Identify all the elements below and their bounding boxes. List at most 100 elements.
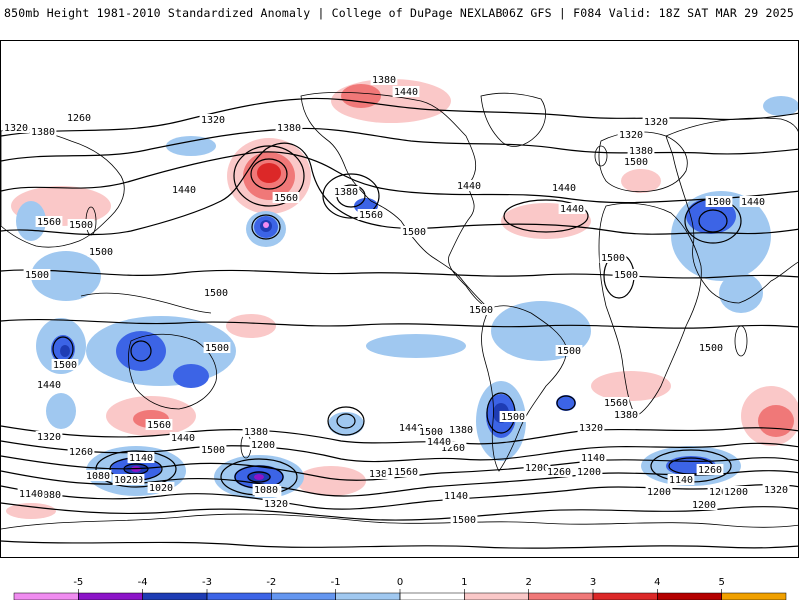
colorbar-segment	[271, 592, 336, 601]
contour-label: 1440	[457, 181, 481, 192]
colorbar-segment	[592, 592, 658, 601]
contour-label: 1560	[604, 398, 628, 409]
colorbar-segments	[13, 592, 787, 601]
contour-label-bg	[2, 122, 30, 133]
contour-label: 1500	[699, 343, 723, 354]
contour-label-bg	[35, 379, 63, 390]
contour-line	[1, 455, 798, 481]
coastline-greenland	[480, 92, 546, 147]
coastline-antarctica	[1, 513, 798, 530]
contour-label-bg	[367, 468, 395, 479]
contour-label-bg	[439, 442, 467, 453]
contour-labels: 1380 1440 1320 1380 1260 1320 1380 1320 1320 1380…	[2, 74, 790, 526]
contour-label-bg	[397, 422, 425, 433]
contour-line	[1, 97, 798, 137]
contour-label-bg	[87, 246, 115, 257]
anomaly-negative	[366, 334, 466, 358]
contour-closed	[556, 395, 576, 411]
contour-closed	[698, 209, 728, 233]
contour-label-bg	[169, 432, 197, 443]
contour-label: 1500	[501, 412, 525, 423]
contour-label: 1320	[201, 115, 225, 126]
contour-label-bg	[645, 486, 673, 497]
contour-line	[1, 540, 798, 549]
contour-label-bg	[332, 186, 360, 197]
contour-label-bg	[65, 112, 93, 123]
contour-label-bg	[202, 287, 230, 298]
contour-label: 1380	[277, 123, 301, 134]
contour-line	[1, 151, 798, 204]
contour-label-bg	[392, 466, 420, 477]
contour-label-bg	[35, 216, 63, 227]
colorbar-segment	[206, 592, 272, 601]
contour-label-bg	[51, 359, 79, 370]
colorbar-segment	[399, 592, 465, 601]
contour-label-bg	[499, 411, 527, 422]
anomaly-negative	[173, 364, 209, 388]
contour-label: 1380	[334, 187, 358, 198]
colorbar-tick-label: -2	[266, 577, 276, 588]
colorbar-tick-label: -1	[331, 577, 341, 588]
contour-label: 1500	[89, 247, 113, 258]
contour-label-bg	[17, 488, 45, 499]
contour-label-bg	[602, 397, 630, 408]
contour-label-bg	[112, 474, 140, 485]
contour-label: 1500	[601, 253, 625, 264]
contour-label-bg	[242, 426, 270, 437]
contour-closed	[130, 340, 152, 362]
contour-label: 1380	[369, 469, 393, 480]
contour-label-bg	[545, 466, 573, 477]
contour-label-bg	[252, 484, 280, 495]
contour-label: 1440	[560, 204, 584, 215]
contour-label: 1320	[619, 130, 643, 141]
contour-line	[1, 502, 798, 521]
contour-label: 1320	[4, 123, 28, 134]
contour-label-bg	[707, 486, 735, 497]
anomaly-positive	[296, 466, 366, 496]
contour-line	[1, 269, 798, 279]
anomaly-negative	[254, 474, 264, 480]
colorbar-tick-label: 1	[461, 577, 467, 588]
contour-label: 1200	[647, 487, 671, 498]
contour-label-bg	[617, 129, 645, 140]
contour-label-bg	[199, 114, 227, 125]
contour-label-bg	[203, 342, 231, 353]
contour-label-bg	[555, 345, 583, 356]
contour-label: 1380	[244, 427, 268, 438]
colorbar-ticks: -5 -4 -3 -2 -1 0 1 2 3 4 5	[73, 577, 725, 600]
contour-closed	[503, 199, 589, 233]
contour-closed	[322, 173, 380, 219]
contour-label-bg	[67, 446, 95, 457]
contour-label-bg	[612, 409, 640, 420]
anomaly-positive	[621, 169, 661, 193]
contour-label-bg	[696, 464, 724, 475]
contour-label-bg	[523, 462, 551, 473]
coastline-africa	[598, 202, 702, 417]
contour-closed	[95, 450, 177, 488]
coastline-indonesia	[80, 292, 212, 314]
contour-label: 1080	[254, 485, 278, 496]
contour-label: 1500	[452, 515, 476, 526]
contour-line	[1, 142, 798, 236]
contour-label: 1200	[692, 500, 716, 511]
coastlines	[1, 92, 798, 530]
colorbar-tick-label: 0	[397, 577, 403, 588]
contour-label: 1260	[709, 487, 733, 498]
contour-label: 1440	[399, 423, 423, 434]
contour-label: 1320	[764, 485, 788, 496]
contour-label-bg	[697, 342, 725, 353]
contour-label: 1440	[552, 183, 576, 194]
contour-label: 1500	[204, 288, 228, 299]
contour-closed	[251, 214, 281, 240]
colorbar-segment	[78, 592, 143, 601]
contour-label: 1560	[359, 210, 383, 221]
coastline-madagascar	[734, 325, 748, 357]
coastline-australia	[128, 333, 218, 410]
colorbar-segment	[528, 592, 594, 601]
contour-label-bg	[642, 116, 670, 127]
contour-label: 1020	[149, 483, 173, 494]
anomaly-negative	[263, 222, 269, 228]
contour-label-bg	[722, 486, 750, 497]
colorbar-segment	[142, 592, 208, 601]
anomaly-positive	[226, 314, 276, 338]
